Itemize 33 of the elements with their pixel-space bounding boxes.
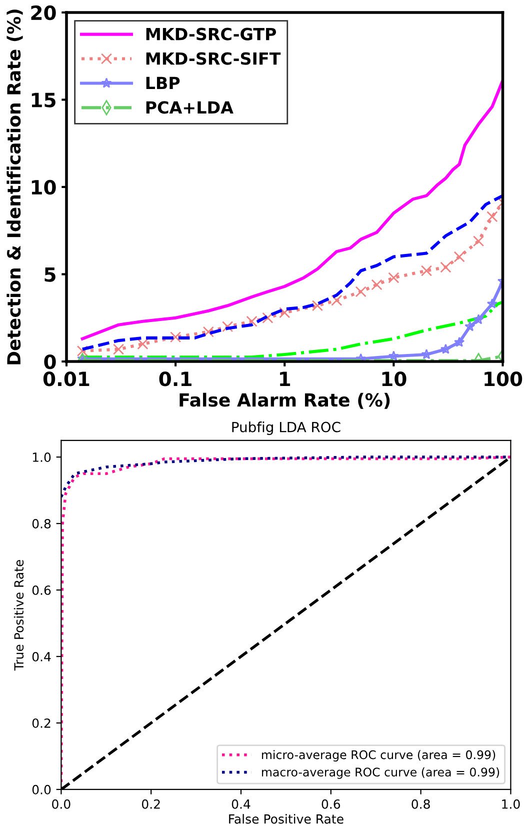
x-tick-label: 0.01 [43, 372, 90, 386]
y-tick-label: 20 [31, 5, 56, 20]
x-tick-label: 0.2 [142, 799, 160, 809]
x-tick-label: 1 [280, 372, 290, 386]
x-tick-label: 0.8 [412, 799, 430, 809]
x-tick-label: 0.1 [159, 372, 192, 386]
legend-label: macro-average ROC curve (area = 0.99) [262, 767, 500, 779]
y-tick-label: 15 [32, 92, 56, 108]
legend-label: MKD-SRC-GTP [146, 28, 276, 40]
y-tick-label: 10 [32, 180, 56, 195]
x-tick-label: 0.0 [52, 799, 70, 809]
x-axis-title: False Alarm Rate (%) [180, 392, 390, 409]
x-tick-label: 0.4 [232, 799, 250, 809]
legend-label: LBP [146, 76, 180, 90]
y-tick-label: 0.8 [32, 519, 51, 528]
legend-label: micro-average ROC curve (area = 0.99) [262, 750, 496, 762]
y-tick-label: 0.6 [32, 585, 51, 595]
y-tick-label: 0.2 [32, 718, 50, 728]
chart-title: Pubfig LDA ROC [232, 422, 340, 435]
x-tick-label: 100 [484, 372, 522, 386]
y-tick-label: 0 [44, 354, 56, 370]
y-axis-title: Detection & Identification Rate (%) [6, 10, 23, 364]
x-tick-label: 0.6 [322, 799, 340, 809]
x-tick-label: 10 [382, 372, 406, 386]
y-axis-title: True Positive Rate [14, 560, 24, 671]
y-tick-label: 0.4 [32, 652, 51, 662]
legend-label: PCA+LDA [146, 101, 234, 114]
y-tick-label: 5 [44, 267, 56, 282]
y-tick-label: 1.0 [32, 452, 51, 462]
legend-label: MKD-SRC-SIFT [146, 52, 281, 65]
x-axis-title: False Positive Rate [229, 814, 344, 824]
y-tick-label: 0.0 [32, 784, 51, 794]
x-tick-label: 1.0 [502, 799, 520, 809]
